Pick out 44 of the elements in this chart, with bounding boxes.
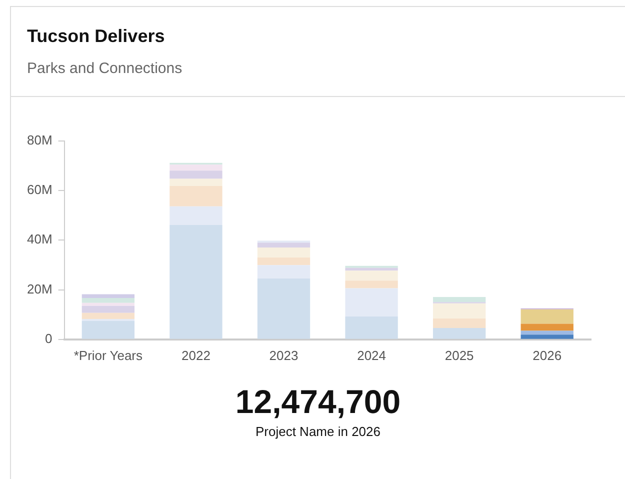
bar bbox=[257, 242, 310, 248]
bar bbox=[257, 248, 310, 258]
bar bbox=[520, 330, 574, 335]
text: Project Name in 2026 bbox=[254, 424, 382, 439]
bar bbox=[170, 206, 222, 225]
bar bbox=[170, 186, 222, 206]
chart-title: Tucson Delivers bbox=[27, 25, 166, 47]
bar bbox=[520, 334, 574, 339]
bar bbox=[345, 288, 398, 317]
bar bbox=[170, 164, 222, 171]
y-tick-label: 20M bbox=[26, 281, 52, 296]
bar bbox=[82, 312, 135, 320]
bar bbox=[345, 316, 398, 339]
bar bbox=[432, 328, 486, 339]
bar bbox=[257, 257, 310, 266]
y-tick-label: 40M bbox=[26, 232, 52, 247]
bar bbox=[82, 321, 135, 339]
bar bbox=[432, 296, 486, 302]
bar bbox=[345, 280, 398, 288]
bar bbox=[432, 318, 486, 328]
bar bbox=[257, 265, 310, 278]
x-tick-label: 2025 bbox=[444, 348, 474, 363]
text: 12,474,700 bbox=[234, 383, 402, 421]
bar bbox=[432, 303, 486, 319]
y-tick-label: 80M bbox=[26, 132, 52, 148]
x-tick-label: 2024 bbox=[357, 348, 386, 363]
y-tick-label: 60M bbox=[26, 182, 52, 198]
chart-subtitle: Parks and Connections bbox=[27, 60, 184, 77]
bar bbox=[257, 278, 310, 339]
x-tick-label: 2022 bbox=[182, 348, 210, 363]
bar bbox=[345, 268, 398, 271]
bar bbox=[170, 170, 222, 179]
bar bbox=[520, 309, 574, 324]
bar bbox=[82, 298, 135, 303]
bar bbox=[520, 324, 574, 331]
bar bbox=[82, 306, 135, 313]
x-tick-label: 2026 bbox=[532, 348, 562, 363]
bar bbox=[82, 294, 135, 298]
x-tick-label: *Prior Years bbox=[74, 348, 144, 363]
bar bbox=[170, 178, 222, 186]
bar bbox=[170, 224, 222, 339]
bar bbox=[345, 270, 398, 281]
x-tick-label: 2023 bbox=[269, 348, 298, 363]
y-tick-label: 0 bbox=[45, 330, 52, 346]
